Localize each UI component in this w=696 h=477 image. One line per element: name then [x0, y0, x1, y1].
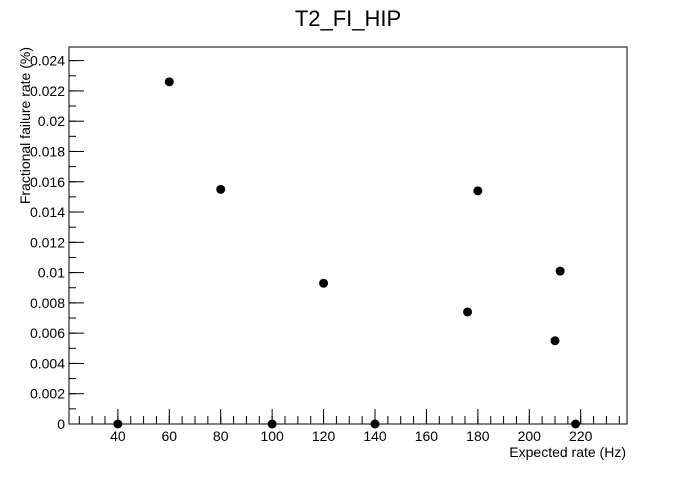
y-tick-label: 0.004	[30, 355, 65, 371]
x-tick-label: 200	[518, 428, 542, 444]
x-tick-label: 100	[260, 428, 284, 444]
x-tick-label: 220	[569, 428, 593, 444]
y-axis-label: Fractional failure rate (%)	[17, 47, 33, 204]
data-point	[216, 184, 226, 194]
y-tick-label: 0.002	[30, 386, 65, 402]
x-tick-label: 80	[213, 428, 229, 444]
y-tick-label: 0.014	[30, 204, 65, 220]
x-tick-label: 60	[161, 428, 177, 444]
y-tick-label: 0.012	[30, 234, 65, 250]
y-tick-label: 0.016	[30, 174, 65, 190]
data-point	[473, 186, 483, 196]
x-tick-label: 160	[415, 428, 439, 444]
y-tick-label: 0.02	[38, 113, 65, 129]
data-point	[370, 419, 380, 429]
x-axis: 40 60 80 100 120 140 160 180 200 220	[78, 409, 620, 444]
y-tick-label: 0.018	[30, 143, 65, 159]
y-tick-label: 0.006	[30, 325, 65, 341]
plot-frame	[68, 46, 628, 425]
data-points	[113, 77, 581, 429]
x-tick-label: 180	[466, 428, 490, 444]
x-tick-label: 40	[110, 428, 126, 444]
y-tick-label: 0.024	[30, 53, 65, 69]
y-axis: 0 0.002 0.004 0.006 0.008 0.01 0.012 0.014 0.016…	[30, 53, 84, 432]
data-point	[267, 419, 277, 429]
data-point	[550, 336, 560, 346]
data-point	[463, 307, 473, 317]
x-tick-label: 120	[312, 428, 336, 444]
data-point	[113, 419, 123, 429]
y-tick-label: 0	[57, 416, 65, 432]
y-tick-label: 0.022	[30, 83, 65, 99]
data-point	[555, 266, 565, 276]
data-point	[319, 278, 329, 288]
data-point	[164, 77, 174, 87]
y-tick-label: 0.01	[38, 265, 65, 281]
x-axis-label: Expected rate (Hz)	[509, 444, 626, 460]
data-point	[571, 419, 581, 429]
chart-title: T2_FI_HIP	[295, 6, 401, 31]
x-tick-label: 140	[363, 428, 387, 444]
y-tick-label: 0.008	[30, 295, 65, 311]
